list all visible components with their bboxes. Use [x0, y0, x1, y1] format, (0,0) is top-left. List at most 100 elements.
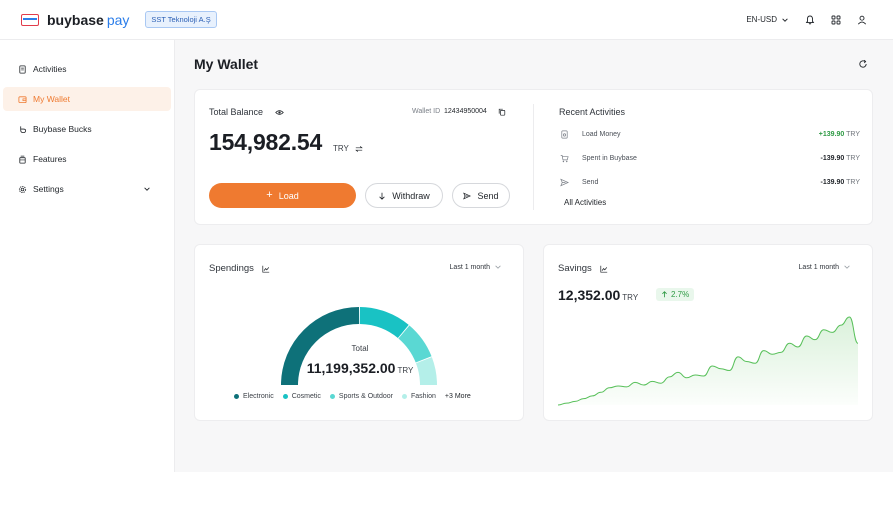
- send-button[interactable]: Send: [452, 183, 510, 208]
- activity-amount: +139.90: [818, 130, 845, 138]
- sidebar-item-settings[interactable]: Settings: [3, 177, 171, 201]
- sidebar-item-label: My Wallet: [33, 94, 70, 104]
- chart-icon: [600, 265, 608, 273]
- savings-change-value: 2.7%: [671, 290, 690, 299]
- legend-more-link[interactable]: +3 More: [444, 393, 471, 400]
- coins-icon: [20, 125, 27, 133]
- card-divider: [533, 104, 534, 210]
- card-logo-icon: [21, 13, 39, 26]
- user-icon[interactable]: [857, 15, 867, 25]
- refresh-icon[interactable]: [858, 59, 868, 69]
- topbar-actions: EN-USD: [746, 15, 867, 25]
- load-button-label: Load: [278, 190, 299, 201]
- period-label: Last 1 month: [449, 263, 490, 271]
- send-icon: [463, 192, 472, 199]
- chevron-down-icon: [844, 265, 850, 269]
- activity-currency: TRY: [846, 154, 860, 162]
- legend-label: Sports & Outdoor: [338, 393, 394, 400]
- spendings-total-value: 11,199,352.00: [306, 360, 396, 376]
- bell-icon[interactable]: [805, 15, 815, 25]
- sidebar-item-my-wallet[interactable]: My Wallet: [3, 87, 171, 111]
- recent-activities-title: Recent Activities: [559, 107, 626, 117]
- legend-label: Cosmetic: [291, 393, 321, 400]
- wallet-id-value: 12434950004: [444, 108, 487, 115]
- spendings-donut-chart: [281, 307, 437, 385]
- activity-amount: -139.90: [820, 178, 845, 186]
- activity-currency: TRY: [846, 178, 860, 186]
- legend-item[interactable]: Electronic: [234, 393, 274, 400]
- donut-slice-electronic[interactable]: [281, 307, 359, 385]
- balance-amount: 154,982.54: [209, 129, 323, 155]
- legend-dot: [234, 393, 239, 399]
- activity-amount: -139.90: [820, 154, 845, 162]
- receipt-icon: [19, 64, 26, 74]
- plus-icon: +: [266, 189, 273, 201]
- spendings-total-label: Total: [351, 344, 369, 353]
- arrow-down-icon: [379, 192, 385, 200]
- sidebar-item-label: Settings: [33, 184, 64, 194]
- send-button-label: Send: [477, 190, 499, 201]
- wallet-icon: [18, 95, 27, 103]
- spendings-legend: Electronic Cosmetic Sports & Outdoor Fas…: [234, 393, 471, 400]
- activity-name: Load Money: [582, 130, 621, 138]
- activity-name: Send: [582, 178, 599, 186]
- sidebar-item-buybase-bucks[interactable]: Buybase Bucks: [3, 117, 171, 141]
- all-activities-link[interactable]: All Activities: [564, 198, 607, 207]
- legend-item[interactable]: Sports & Outdoor: [329, 393, 394, 400]
- locale-selector[interactable]: EN-USD: [746, 15, 789, 24]
- withdraw-button-label: Withdraw: [392, 190, 430, 201]
- wallet-id-label: Wallet ID: [412, 108, 441, 115]
- activity-row[interactable]: Load Money +139.90 TRY: [561, 128, 860, 140]
- sidebar: Activities My Wallet Buybase Bucks Featu…: [0, 40, 175, 472]
- legend-item[interactable]: Fashion: [402, 393, 436, 400]
- company-badge[interactable]: SST Teknoloji A.Ş: [145, 11, 217, 28]
- brand-name: buybase: [47, 11, 104, 28]
- balance-currency: TRY: [333, 144, 349, 153]
- legend-dot: [282, 393, 288, 399]
- page-title: My Wallet: [194, 56, 259, 72]
- savings-currency: TRY: [622, 293, 639, 302]
- top-bar: buybase pay SST Teknoloji A.Ş EN-USD: [0, 0, 893, 40]
- withdraw-button[interactable]: Withdraw: [365, 183, 443, 208]
- activity-row[interactable]: Spent in Buybase -139.90 TRY: [560, 152, 860, 164]
- cart-icon: [560, 154, 569, 162]
- brand-logo[interactable]: buybase pay: [21, 12, 129, 28]
- spendings-title: Spendings: [209, 263, 254, 274]
- send-icon: [560, 178, 569, 186]
- sidebar-item-label: Activities: [33, 64, 67, 74]
- activity-name: Spent in Buybase: [582, 154, 637, 162]
- period-label: Last 1 month: [798, 263, 839, 271]
- spendings-period-select[interactable]: Last 1 month: [450, 263, 502, 271]
- savings-trend-line: [557, 316, 859, 406]
- savings-change-badge: 2.7%: [656, 288, 695, 301]
- load-button[interactable]: + Load: [209, 183, 356, 208]
- chevron-down-icon: [144, 187, 150, 191]
- chevron-down-icon: [495, 265, 501, 269]
- eye-icon[interactable]: [275, 108, 284, 117]
- activity-row[interactable]: Send -139.90 TRY: [560, 176, 860, 188]
- sidebar-item-label: Buybase Bucks: [33, 124, 92, 134]
- spendings-total-currency: TRY: [397, 366, 414, 375]
- donut-slice-sports-outdoor[interactable]: [398, 325, 432, 363]
- wallet-card: Total Balance Wallet ID 12434950004 154,…: [194, 89, 873, 225]
- donut-slice-cosmetic[interactable]: [359, 307, 409, 338]
- brand-suffix: pay: [106, 11, 130, 28]
- load-icon: [561, 130, 568, 138]
- exchange-icon[interactable]: [355, 145, 363, 153]
- apps-grid-icon[interactable]: [831, 15, 841, 25]
- sidebar-item-activities[interactable]: Activities: [3, 57, 171, 81]
- sidebar-item-features[interactable]: Features: [3, 147, 171, 171]
- copy-icon[interactable]: [498, 108, 506, 116]
- donut-slice-fashion[interactable]: [415, 357, 437, 385]
- gift-icon: [19, 155, 26, 164]
- arrow-up-icon: [662, 291, 667, 298]
- legend-dot: [402, 393, 408, 399]
- savings-card: Savings Last 1 month 12,352.00 TRY 2.7%: [543, 244, 873, 421]
- legend-label: Fashion: [411, 393, 436, 400]
- total-balance-label: Total Balance: [209, 107, 264, 117]
- legend-dot: [329, 393, 335, 399]
- legend-item[interactable]: Cosmetic: [282, 393, 321, 400]
- savings-period-select[interactable]: Last 1 month: [799, 263, 851, 271]
- chart-icon: [262, 265, 270, 273]
- chevron-down-icon: [782, 17, 788, 22]
